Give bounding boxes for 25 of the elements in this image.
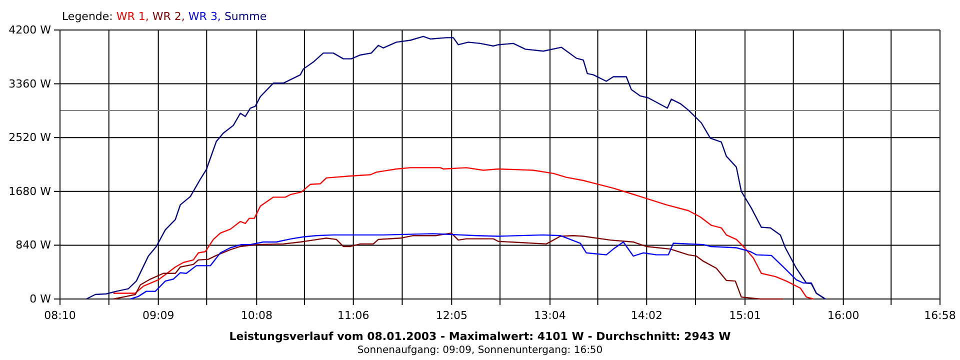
x-tick-label: 12:05 bbox=[436, 308, 468, 322]
x-tick-label: 13:04 bbox=[534, 308, 566, 322]
line-series bbox=[112, 167, 814, 300]
x-tick-label: 11:06 bbox=[337, 308, 370, 322]
y-tick-label: 2520 W bbox=[8, 131, 52, 144]
x-tick-label: 16:00 bbox=[827, 308, 860, 322]
y-tick-label: 1680 W bbox=[8, 184, 52, 198]
x-tick-label: 16:58 bbox=[924, 308, 956, 322]
x-tick-label: 08:10 bbox=[44, 308, 76, 322]
text: WR 3, bbox=[188, 10, 224, 23]
y-tick-label: 3360 W bbox=[8, 77, 52, 90]
text: Leistungsverlauf vom 08.01.2003 - Maximalwert: 4101 W - Durchschnitt: 2943 W bbox=[229, 330, 731, 343]
text: Sonnenaufgang: 09:09, Sonnenuntergang: 16:50 bbox=[357, 345, 603, 356]
x-tick-label: 09:09 bbox=[142, 308, 174, 322]
x-tick-label: 15:01 bbox=[729, 308, 761, 322]
text: WR 1, bbox=[116, 10, 152, 23]
y-tick-label: 840 W bbox=[16, 238, 52, 252]
legend-title: Legende: bbox=[62, 10, 116, 23]
x-tick-label: 14:02 bbox=[630, 308, 663, 322]
y-tick-label: 0 W bbox=[30, 292, 52, 306]
line-series bbox=[86, 36, 826, 300]
y-tick-label: 4200 W bbox=[8, 24, 52, 37]
x-tick-label: 10:08 bbox=[240, 308, 273, 322]
text: Summe bbox=[224, 10, 267, 23]
text: WR 2, bbox=[152, 10, 188, 23]
